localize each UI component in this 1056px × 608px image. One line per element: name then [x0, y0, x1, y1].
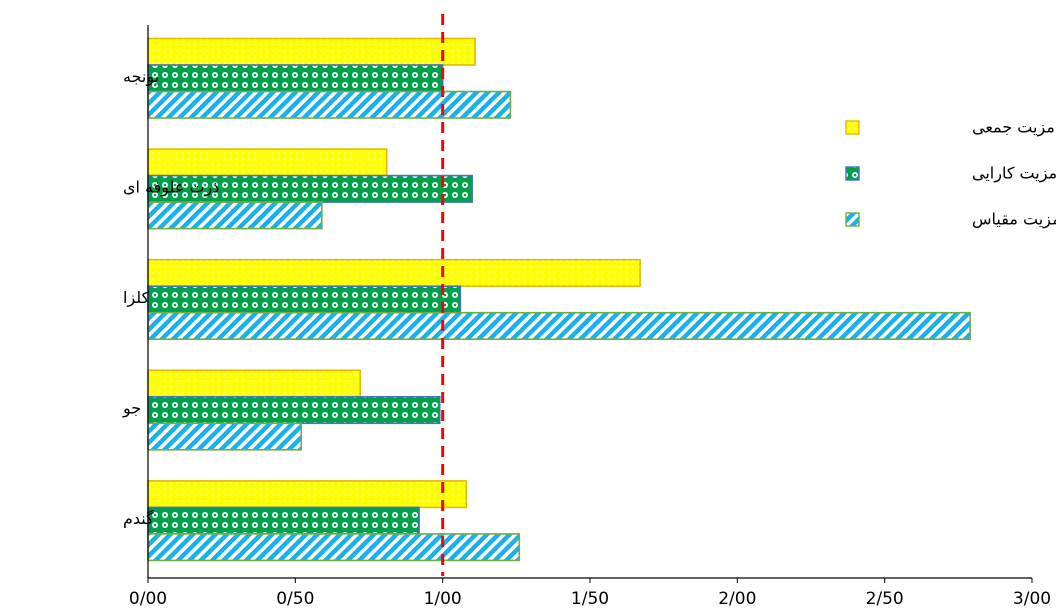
category-label: کلزا [123, 288, 150, 308]
bar-4-3 [147, 422, 303, 451]
bar-4-2 [147, 395, 441, 425]
x-tick-label: 0/50 [276, 589, 314, 608]
bar-3-2 [147, 285, 462, 314]
bar-2-1 [147, 148, 388, 177]
legend: مزیت جمعی مزیت کارایی مزیت مقیاس [845, 118, 1056, 230]
legend-swatch-1 [845, 120, 860, 135]
x-tick-label: 2/00 [718, 589, 756, 608]
bar-1-3 [147, 90, 512, 119]
x-tick-label: 0/00 [129, 589, 167, 608]
x-tick-label: 1/00 [424, 589, 462, 608]
category-label: گندم [123, 509, 154, 528]
plot-area: یونجه ذرت علوفه ای کلزا جو گندم 0/00 0/50 1/00 1… [122, 14, 1051, 608]
bar-5-1 [147, 480, 468, 509]
legend-label-1: مزیت جمعی [972, 118, 1055, 138]
legend-swatch-2 [845, 166, 860, 181]
bar-4-1 [147, 369, 361, 398]
bar-3-3 [147, 311, 971, 341]
legend-swatch-3 [845, 212, 860, 227]
legend-label-2: مزیت کارایی [972, 164, 1056, 184]
x-tick-label: 1/50 [571, 589, 609, 608]
bar-1-2 [147, 64, 444, 93]
legend-label-3: مزیت مقیاس [972, 210, 1056, 230]
category-label: ذرت علوفه ای [123, 177, 219, 197]
x-tick-label: 3/00 [1013, 589, 1051, 608]
bar-2-3 [147, 201, 323, 230]
bar-5-2 [147, 506, 420, 535]
category-label: یونجه [123, 67, 159, 87]
bar-3-1 [147, 258, 641, 288]
bar-5-3 [147, 533, 521, 562]
bar-1-1 [147, 37, 476, 66]
category-label: جو [122, 399, 141, 419]
x-tick-label: 2/50 [866, 589, 904, 608]
